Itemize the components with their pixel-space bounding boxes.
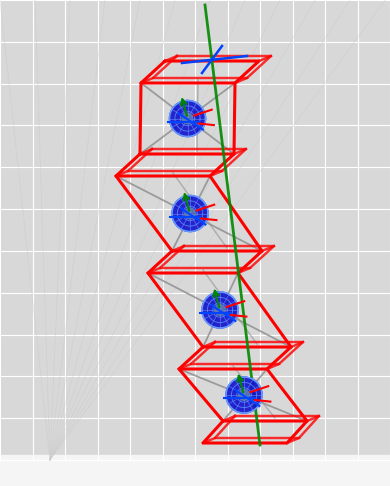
Bar	[0, 455, 390, 486]
Circle shape	[226, 377, 262, 413]
Circle shape	[184, 208, 195, 219]
Circle shape	[215, 305, 225, 315]
Circle shape	[182, 113, 193, 124]
Circle shape	[170, 101, 206, 137]
Circle shape	[202, 292, 238, 328]
Circle shape	[172, 195, 208, 231]
Circle shape	[239, 390, 249, 400]
